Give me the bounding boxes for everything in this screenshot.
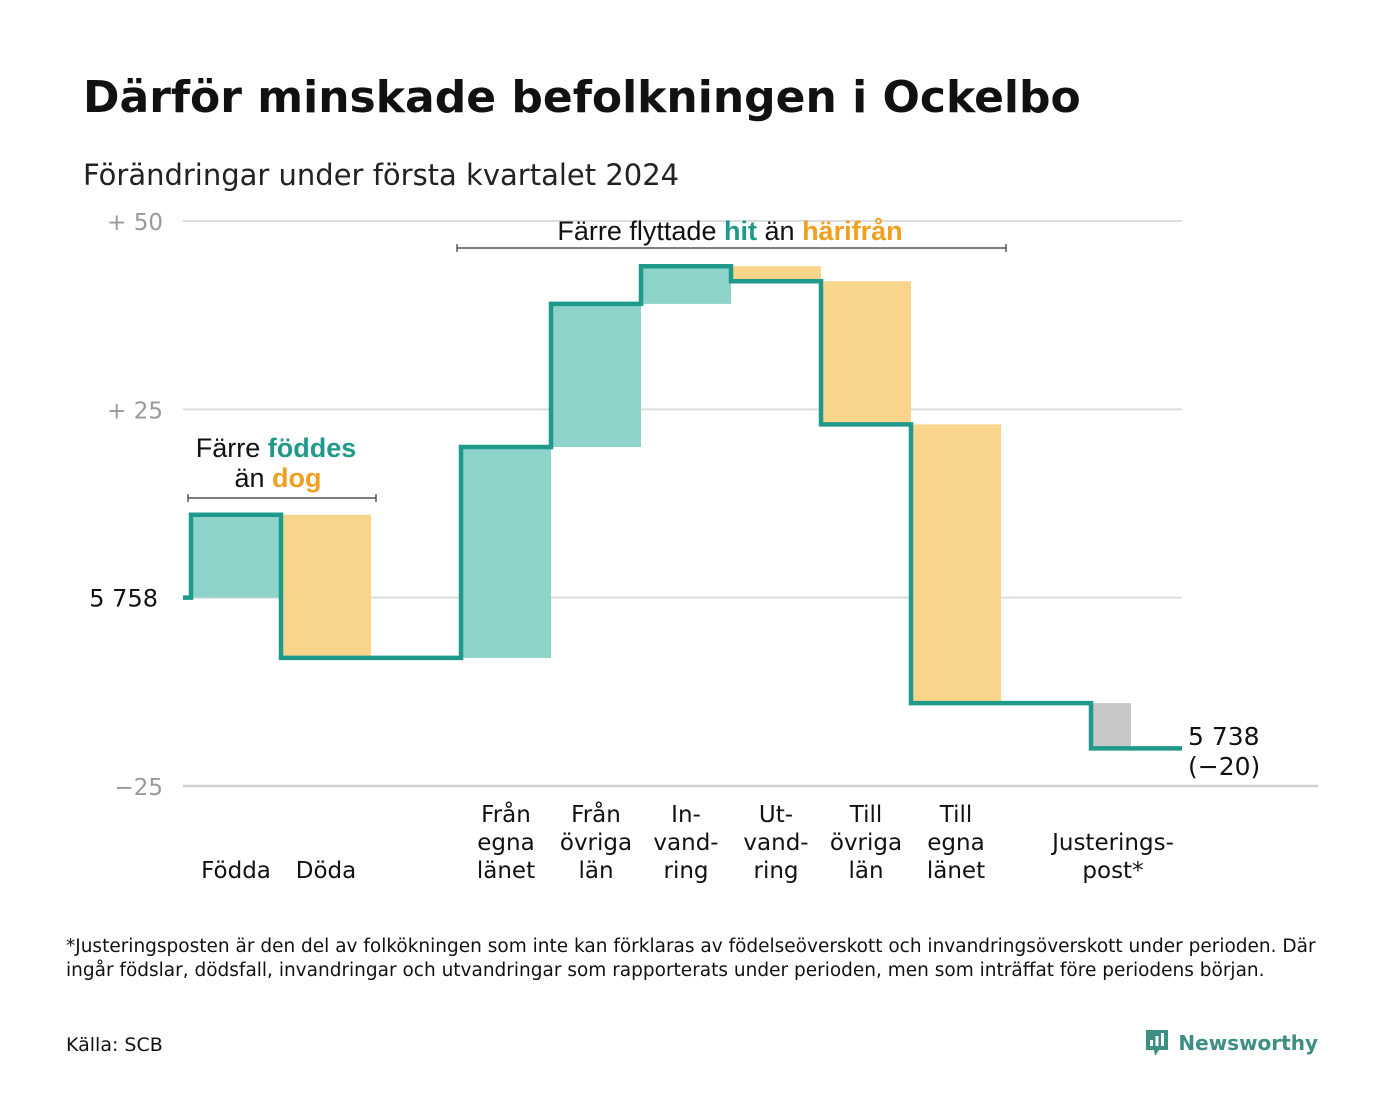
migration-annotation-orange: härifrån [802, 216, 903, 246]
svg-text:Färre flyttade hit än härifrån: Färre flyttade hit än härifrån [557, 216, 902, 246]
migration-annotation-text-2: än [765, 216, 795, 246]
waterfall-chart: + 50+ 255 758−25 Födda DödaFrånegnalänetF… [89, 210, 1318, 884]
y-tick-label: + 25 [107, 398, 163, 424]
category-label: Justerings- [1050, 830, 1174, 856]
final-value-label: 5 738 [1188, 722, 1260, 751]
bar-2 [281, 514, 371, 658]
category-label: ring [663, 858, 708, 884]
category-label: Födda [201, 858, 271, 884]
waterfall-step-line [183, 263, 1182, 751]
migration-annotation-green: hit [724, 216, 757, 246]
category-label: län [848, 858, 883, 884]
y-tick-labels: + 50 + 25 5 758 −25 [89, 210, 163, 801]
category-label: länet [927, 858, 985, 884]
category-label: övriga [830, 830, 902, 856]
category-label: Från [571, 800, 621, 828]
newsworthy-brand-name: Newsworthy [1178, 1031, 1318, 1055]
category-label: län [578, 858, 613, 884]
newsworthy-logo-icon [1146, 1030, 1169, 1056]
bar-9 [1091, 703, 1131, 749]
bar-4 [551, 303, 641, 447]
category-label: Till [939, 802, 973, 828]
births-annotation-text-2: än [234, 463, 272, 493]
y-tick-label: −25 [114, 775, 163, 801]
category-label: övriga [560, 830, 632, 856]
births-annotation: Färre föddes än dog [187, 433, 377, 502]
source-label: Källa: SCB [66, 1034, 163, 1056]
net-change-label: (−20) [1188, 752, 1260, 781]
category-label: Till [849, 802, 883, 828]
svg-text:än dog: än dog [234, 463, 321, 493]
bars [191, 266, 1131, 749]
category-label: ring [753, 858, 798, 884]
bar-7 [821, 281, 911, 425]
migration-annotation: Färre flyttade hit än härifrån [456, 216, 1007, 252]
bar-5 [641, 266, 731, 304]
births-annotation-text-1: Färre [196, 433, 268, 463]
category-label: Ut- [759, 802, 793, 828]
category-labels: Födda DödaFrånegnalänetFrånövrigalänIn-va… [201, 800, 1174, 884]
category-label: post* [1082, 858, 1143, 884]
bar-1 [191, 514, 281, 598]
y-tick-label: + 50 [107, 210, 163, 236]
category-label: vand- [743, 830, 808, 856]
category-label: vand- [653, 830, 718, 856]
bar-3 [461, 447, 551, 658]
category-label: Från [481, 800, 531, 828]
chart-title: Därför minskade befolkningen i Ockelbo [83, 72, 1081, 123]
newsworthy-brand[interactable]: Newsworthy [1144, 1028, 1318, 1058]
footnote: *Justeringsposten är den del av folkökni… [66, 936, 1316, 981]
births-annotation-green: föddes [268, 433, 357, 463]
category-label: egna [927, 830, 984, 856]
category-label: länet [477, 858, 535, 884]
step-lines [183, 263, 1182, 751]
bar-8 [911, 424, 1001, 704]
grid-lines [183, 220, 1318, 788]
births-annotation-orange: dog [272, 463, 321, 493]
category-label: Döda [296, 858, 356, 884]
y-tick-label: 5 758 [89, 585, 158, 613]
migration-annotation-text-1: Färre flyttade [557, 216, 716, 246]
category-label: In- [671, 802, 701, 828]
bar-6 [731, 266, 821, 282]
chart-subtitle: Förändringar under första kvartalet 2024 [83, 158, 680, 192]
category-label: egna [477, 830, 534, 856]
svg-text:Färre föddes: Färre föddes [196, 433, 357, 463]
